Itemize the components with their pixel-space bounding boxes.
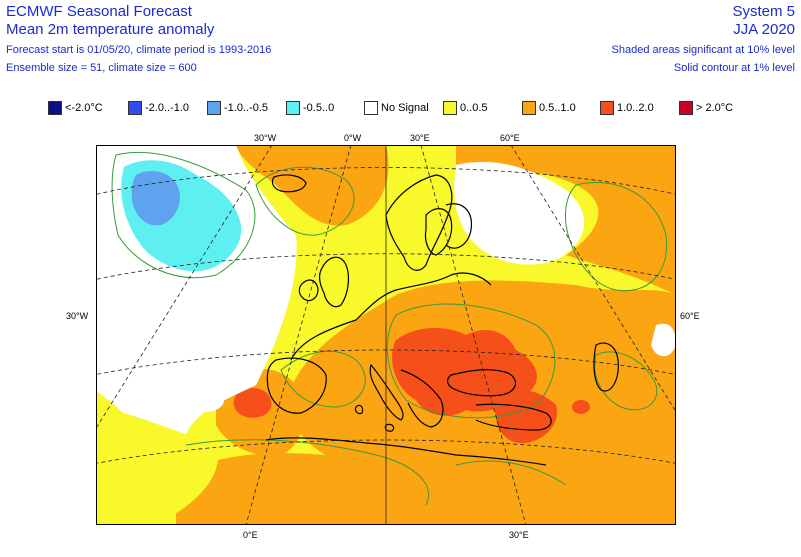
anomaly-orange-spot — [281, 176, 301, 194]
legend-label: 1.0..2.0 — [617, 102, 654, 114]
lon-label-bottom-0e: 0°E — [243, 530, 258, 540]
legend-item: > 2.0°C — [679, 101, 733, 115]
legend-swatch — [48, 101, 62, 115]
lon-label-top-30e: 30°E — [410, 133, 430, 143]
no-signal-northeast — [454, 161, 585, 265]
graticule — [96, 145, 676, 525]
legend-swatch — [600, 101, 614, 115]
system-label: System 5 — [732, 3, 795, 20]
legend-label: No Signal — [381, 102, 429, 114]
coastlines — [265, 174, 619, 466]
lon-label-top-60e: 60°E — [500, 133, 520, 143]
legend-swatch — [443, 101, 457, 115]
no-signal-mid-atlantic — [96, 339, 189, 411]
legend-item: 1.0..2.0 — [600, 101, 654, 115]
forecast-map — [96, 145, 676, 525]
legend-swatch — [679, 101, 693, 115]
anomaly-red-spot — [572, 400, 590, 414]
significance-note-1: Solid contour at 1% level — [673, 62, 795, 74]
legend-item: 0.5..1.0 — [522, 101, 576, 115]
legend-label: -0.5..0 — [303, 102, 335, 114]
lat-label-left-30w: 30°W — [66, 311, 89, 321]
anomaly-orange-northeast — [456, 145, 676, 295]
lat-label-right-60e: 60°E — [680, 311, 700, 321]
legend-item: -0.5..0 — [286, 101, 334, 115]
legend-label: <-2.0°C — [65, 102, 103, 114]
org-title: ECMWF Seasonal Forecast — [6, 3, 192, 20]
legend-item: -1.0..-0.5 — [207, 101, 268, 115]
anomaly-lightblue-north-atlantic — [131, 171, 181, 226]
lon-label-bottom-30e: 30°E — [509, 530, 529, 540]
no-signal-spot — [188, 388, 224, 412]
legend-label: 0..0.5 — [460, 102, 488, 114]
lon-label-top-30w: 30°W — [254, 133, 277, 143]
legend-item: 0..0.5 — [443, 101, 488, 115]
season-label: JJA 2020 — [733, 21, 795, 38]
legend-swatch — [128, 101, 142, 115]
legend-label: -1.0..-0.5 — [224, 102, 269, 114]
no-signal-east-edge — [651, 323, 676, 357]
color-legend: <-2.0°C -2.0..-1.0 -1.0..-0.5 -0.5..0 No… — [0, 101, 801, 117]
legend-label: > 2.0°C — [696, 102, 734, 114]
legend-swatch — [286, 101, 300, 115]
legend-item: <-2.0°C — [48, 101, 103, 115]
significance-note-10: Shaded areas significant at 10% level — [611, 44, 795, 56]
significance-contours — [111, 151, 668, 506]
lon-label-top-0w: 0°W — [344, 133, 362, 143]
forecast-info: Forecast start is 01/05/20, climate peri… — [6, 44, 272, 56]
anomaly-red-iberia — [233, 388, 272, 418]
legend-swatch — [364, 101, 378, 115]
map-canvas — [96, 145, 676, 525]
anomaly-orange-northwest — [236, 145, 389, 226]
ensemble-info: Ensemble size = 51, climate size = 600 — [6, 62, 197, 74]
legend-label: 0.5..1.0 — [539, 102, 576, 114]
map-frame — [96, 145, 676, 525]
legend-swatch — [207, 101, 221, 115]
legend-swatch — [522, 101, 536, 115]
legend-item: -2.0..-1.0 — [128, 101, 189, 115]
product-title: Mean 2m temperature anomaly — [6, 21, 215, 38]
legend-item: No Signal — [364, 101, 429, 115]
legend-label: -2.0..-1.0 — [145, 102, 190, 114]
anomaly-yellow-atlantic-south — [96, 405, 218, 525]
